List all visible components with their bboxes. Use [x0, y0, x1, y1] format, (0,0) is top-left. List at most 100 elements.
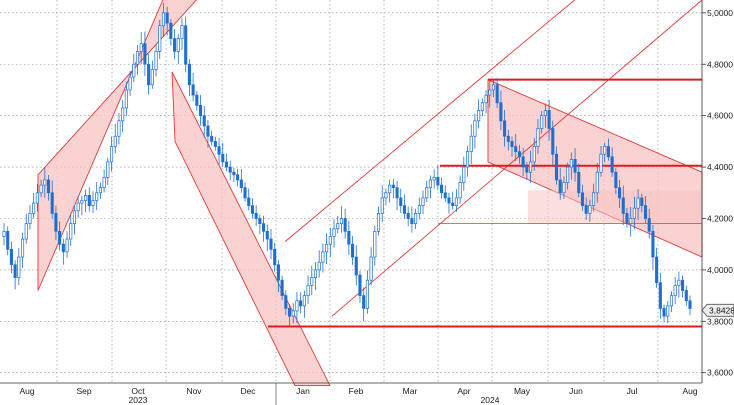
candle-body — [20, 238, 25, 258]
candle-body — [480, 102, 484, 111]
trend-line-lower — [331, 0, 703, 317]
candle-body — [135, 51, 140, 65]
candle-body — [258, 218, 262, 224]
candle-body — [306, 284, 310, 296]
candle-body — [521, 156, 525, 168]
candle-body — [276, 264, 280, 281]
candle-body — [473, 120, 477, 137]
candle-body — [395, 187, 399, 199]
candle-body — [339, 218, 343, 224]
candle-body — [221, 153, 225, 163]
candle-body — [262, 223, 266, 232]
trend-box — [528, 190, 702, 224]
candle-body — [592, 192, 596, 206]
x-tick-label: Feb — [349, 386, 364, 396]
candle-body — [447, 197, 451, 204]
candle-body — [681, 279, 685, 291]
candle-body — [347, 230, 351, 245]
candle-body — [640, 197, 644, 206]
x-tick-label: Jul — [627, 386, 638, 396]
candle-body — [54, 212, 58, 232]
candle-body — [173, 38, 177, 52]
candle-body — [425, 187, 429, 199]
candle-body — [554, 153, 559, 181]
x-tick-label: May — [514, 386, 531, 396]
candle-body — [495, 84, 499, 104]
candle-body — [50, 192, 54, 214]
candle-body — [632, 207, 636, 219]
y-tick-label: 4,2000 — [707, 213, 733, 223]
candle-body — [180, 25, 184, 39]
y-tick-label: 3,8000 — [707, 316, 733, 326]
candle-body — [547, 110, 551, 129]
candle-body — [280, 279, 284, 296]
candle-body — [325, 243, 329, 253]
x-tick-label: Jun — [569, 386, 583, 396]
candle-body — [46, 179, 51, 194]
candle-body — [621, 197, 625, 214]
x-tick-label: Dec — [240, 386, 256, 396]
candle-body — [295, 300, 299, 312]
candle-body — [388, 184, 392, 194]
candle-body — [58, 230, 62, 245]
candle-body — [287, 308, 292, 317]
candle-body — [121, 107, 125, 122]
x-tick-label: Aug — [682, 386, 697, 396]
candle-body — [569, 159, 573, 168]
y-tick-label: 4,0000 — [707, 265, 733, 275]
candle-body — [651, 230, 655, 258]
candle-body — [269, 238, 273, 250]
x-tick-label: Sep — [76, 386, 91, 396]
candle-body — [573, 159, 577, 173]
candle-body — [191, 84, 195, 96]
candle-body — [247, 197, 251, 206]
candle-body — [343, 218, 347, 232]
candle-body — [454, 197, 458, 206]
candle-body — [273, 248, 277, 266]
last-price-tag — [701, 303, 734, 317]
candle-body — [161, 12, 165, 27]
candle-body — [532, 146, 536, 163]
y-tick-label: 4,4000 — [707, 162, 733, 172]
candle-body — [662, 308, 666, 317]
candle-body — [525, 166, 529, 173]
candle-body — [147, 63, 151, 86]
candle-body — [213, 141, 217, 147]
y-tick-label: 5,0000 — [707, 8, 733, 18]
candle-body — [362, 295, 366, 309]
candle-body — [76, 202, 80, 212]
candle-body — [488, 89, 492, 96]
candle-body — [365, 279, 369, 309]
candle-body — [206, 125, 210, 137]
candle-body — [580, 192, 585, 206]
candle-body — [514, 146, 518, 153]
y-tick-label: 4,8000 — [707, 59, 733, 69]
candle-body — [9, 248, 13, 266]
candle-body — [629, 218, 633, 224]
candle-body — [595, 171, 599, 194]
candle-body — [291, 310, 295, 317]
candle-body — [469, 135, 473, 153]
trend-line-upper — [284, 0, 576, 242]
candle-body — [187, 63, 191, 86]
x-tick-label: Oct — [131, 386, 145, 396]
candle-body — [673, 284, 677, 296]
candle-body — [2, 230, 6, 237]
candle-body — [354, 256, 358, 276]
candle-body — [265, 230, 269, 240]
trend-channel — [171, 71, 331, 387]
candle-body — [625, 212, 629, 224]
candle-body — [336, 223, 340, 230]
candle-body — [491, 84, 496, 91]
candle-body — [610, 156, 614, 173]
candle-body — [558, 179, 562, 194]
candle-body — [28, 212, 32, 224]
candle-body — [380, 197, 384, 214]
candle-body — [529, 161, 533, 173]
candle-body — [566, 166, 570, 183]
candle-body — [540, 115, 544, 129]
candle-body — [332, 228, 336, 237]
candle-body — [406, 212, 410, 219]
x-tick-label: Mar — [403, 386, 418, 396]
